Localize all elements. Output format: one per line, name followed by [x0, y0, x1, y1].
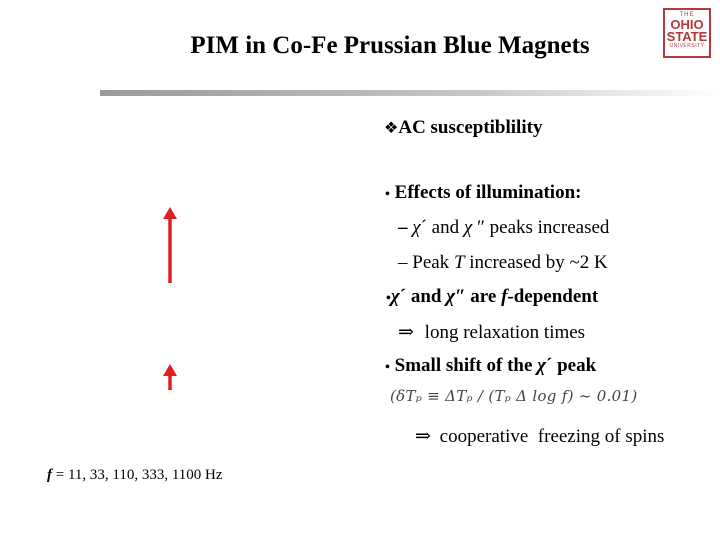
chi-symbol: χ	[463, 217, 473, 238]
implies-icon: ⇒	[398, 322, 414, 343]
bullet-text: -dependent	[507, 286, 599, 307]
shift-formula: (δTₚ ≡ ΔTₚ / (Tₚ Δ log f) ~ 0.01)	[390, 387, 638, 406]
section-heading-text: AC susceptiblility	[398, 117, 543, 138]
bullet-text: Effects of illumination:	[394, 182, 582, 203]
bullet-text: ´ and	[420, 217, 464, 238]
bullet-marker: –	[398, 252, 408, 273]
frequency-symbol: f	[501, 286, 508, 307]
bullet-text: Small shift of the	[394, 355, 538, 376]
chi-symbol: χ	[390, 286, 400, 307]
bullet-marker: •	[385, 360, 390, 375]
fleuron-bullet-icon: ❖	[384, 120, 399, 137]
bullet-small-shift: • Small shift of the χ´ peak	[385, 355, 596, 377]
frequency-symbol: f	[47, 467, 52, 483]
section-heading: ❖AC susceptiblility	[384, 117, 542, 139]
bullet-marker: •	[386, 291, 391, 306]
sub-bullet-peaks: – χ´ and χ ″ peaks increased	[398, 217, 609, 239]
temperature-symbol: T	[453, 252, 465, 273]
bullet-text: ″ peaks increased	[472, 217, 610, 238]
arrow-up-icon	[163, 207, 177, 283]
bullet-text: ″ are	[455, 286, 502, 307]
logo-line-4: UNIVERSITY	[669, 43, 705, 49]
title-divider	[100, 90, 720, 96]
arrow-up-icon	[163, 364, 177, 390]
logo-line-1: THE	[679, 12, 695, 18]
bullet-text: cooperative freezing of spins	[439, 426, 665, 447]
bullet-text: ´ and	[399, 286, 447, 307]
bullet-text: Peak	[412, 252, 454, 273]
bullet-text: increased by ~2 K	[464, 252, 608, 273]
frequency-values: = 11, 33, 110, 333, 1100 Hz	[52, 467, 223, 483]
bullet-illumination: • Effects of illumination:	[385, 182, 581, 204]
chi-symbol: χ	[412, 217, 421, 238]
frequency-label: f = 11, 33, 110, 333, 1100 Hz	[47, 467, 223, 484]
bullet-marker: –	[398, 217, 408, 238]
bullet-f-dependent: •χ´ and χ″ are f-dependent	[386, 286, 598, 308]
ohio-state-logo: THE OHIO STATE UNIVERSITY	[663, 8, 711, 58]
chi-symbol: χ	[446, 286, 456, 307]
slide-title: PIM in Co-Fe Prussian Blue Magnets	[190, 32, 590, 59]
sub-bullet-peak-t: – Peak T increased by ~2 K	[398, 252, 608, 274]
chi-symbol: χ	[537, 355, 546, 376]
implies-icon: ⇒	[415, 426, 431, 447]
bullet-text: ´ peak	[546, 355, 597, 376]
implication-freezing: ⇒ cooperative freezing of spins	[415, 425, 664, 448]
bullet-text: long relaxation times	[424, 322, 586, 343]
formula-text: (δTₚ ≡ ΔTₚ / (Tₚ Δ log f) ~ 0.01)	[390, 387, 638, 405]
implication-relaxation: ⇒ long relaxation times	[398, 321, 585, 344]
bullet-marker: •	[385, 187, 390, 202]
logo-line-2: OHIO	[670, 17, 704, 32]
logo-line-3: STATE	[666, 29, 708, 44]
